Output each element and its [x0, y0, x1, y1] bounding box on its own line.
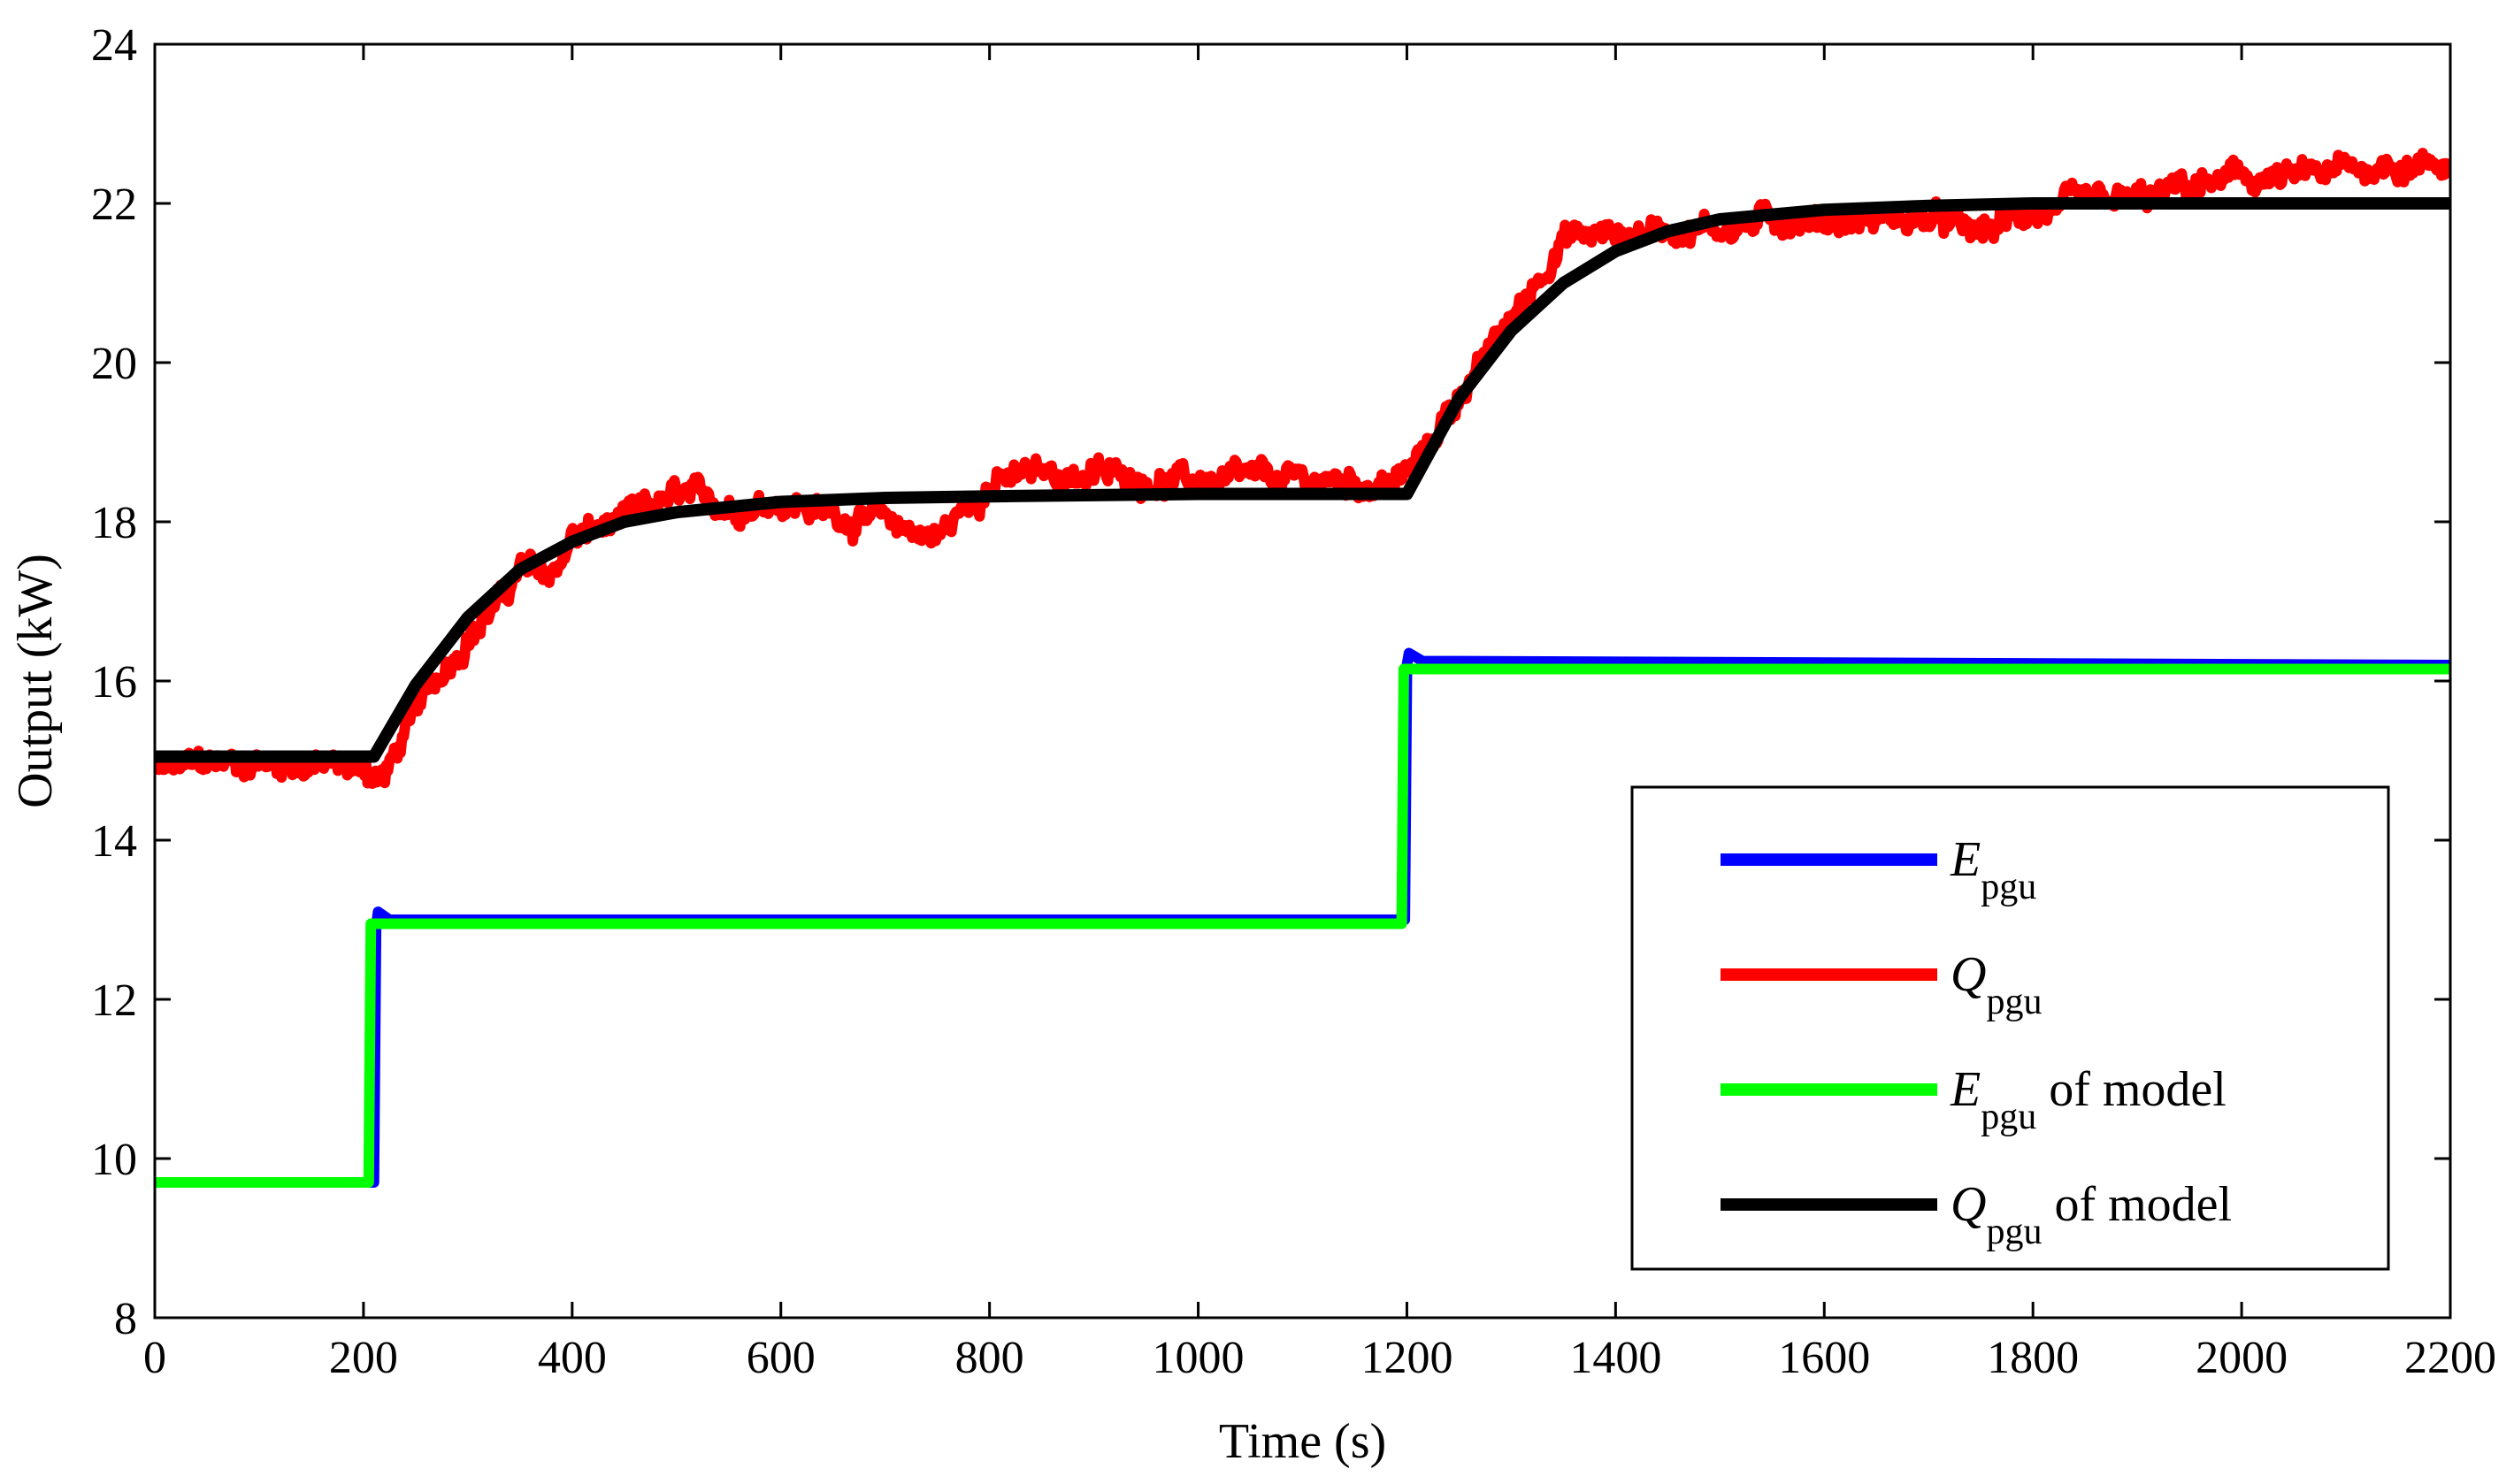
legend: Epgu Qpgu Epgu of model Qpgu of model: [1630, 785, 2390, 1271]
y-tick-label: 16: [91, 657, 137, 708]
y-tick-label: 18: [91, 498, 137, 548]
x-tick-label: 2200: [2404, 1333, 2496, 1383]
y-tick-label: 10: [91, 1135, 137, 1185]
x-tick-label: 1400: [1569, 1333, 1661, 1383]
y-tick-label: 24: [91, 20, 137, 71]
x-tick-label: 0: [143, 1333, 166, 1383]
legend-label-0: Epgu: [1950, 832, 2036, 907]
y-tick-label: 12: [91, 975, 137, 1026]
y-tick-label: 8: [114, 1294, 137, 1344]
series-layer: [155, 148, 2450, 1188]
y-axis-title: Output (kW): [8, 554, 63, 808]
y-tick-label: 20: [91, 339, 137, 389]
x-axis-title: Time (s): [1219, 1414, 1386, 1469]
x-tick-label: 200: [329, 1333, 398, 1383]
y-tick-label: 22: [91, 180, 137, 230]
y-tick-label: 14: [91, 816, 137, 867]
series-line-1: [155, 148, 2450, 789]
ticks-layer: 0 200 400 600 800 1000 1200 1400 1600 1800 2000 220…: [91, 20, 2496, 1383]
x-tick-label: 2000: [2196, 1333, 2288, 1383]
legend-box: [1630, 785, 2390, 1271]
legend-label-3: Qpgu of model: [1951, 1177, 2232, 1252]
x-tick-label: 1000: [1153, 1333, 1245, 1383]
x-tick-label: 1200: [1360, 1333, 1452, 1383]
x-tick-label: 800: [955, 1333, 1024, 1383]
x-tick-label: 600: [747, 1333, 816, 1383]
series-line-2: [155, 663, 2450, 1188]
x-tick-label: 1800: [1987, 1333, 2079, 1383]
x-tick-label: 1600: [1778, 1333, 1870, 1383]
legend-label-2: Epgu of model: [1950, 1062, 2227, 1137]
legend-label-1: Qpgu: [1951, 947, 2042, 1022]
x-tick-label: 400: [538, 1333, 607, 1383]
series-line-3: [155, 197, 2450, 763]
